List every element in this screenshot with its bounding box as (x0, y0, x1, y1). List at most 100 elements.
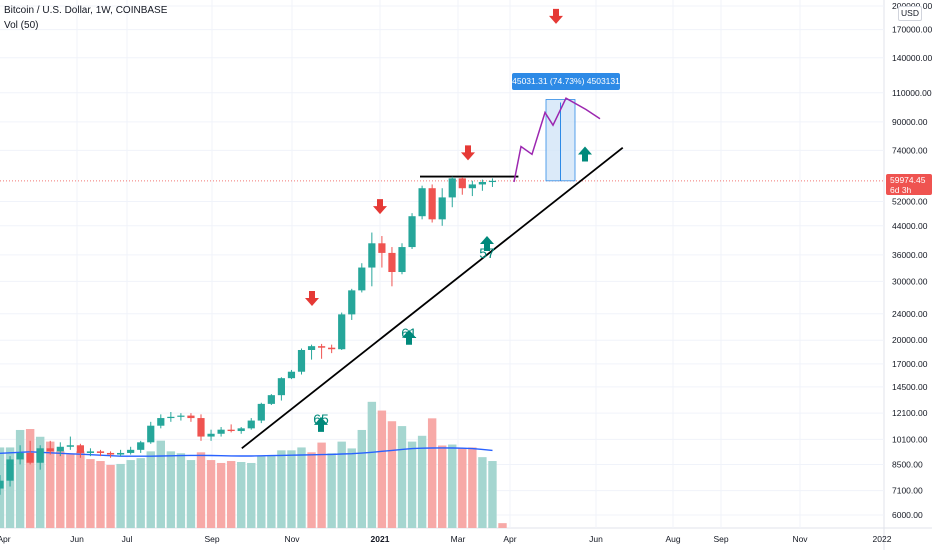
volume-bar (196, 452, 206, 528)
price-tick-label: 140000.00 (892, 53, 932, 63)
time-tick-label: 2021 (371, 534, 390, 544)
currency-button[interactable]: USD (898, 6, 922, 21)
time-tick-label: Sep (204, 534, 219, 544)
volume-bar (116, 463, 125, 528)
volume-bar (86, 459, 95, 528)
volume-bar (126, 460, 135, 528)
time-tick-label: Aug (665, 534, 680, 544)
candle-body (76, 445, 84, 453)
volume-bar (76, 451, 85, 528)
volume-bar (297, 447, 306, 528)
candle-body (96, 451, 105, 453)
volume-indicator-label[interactable]: Vol (50) (4, 20, 39, 31)
price-tick-label: 10100.00 (892, 434, 928, 444)
volume-bar (56, 451, 65, 528)
projection-path[interactable] (513, 97, 601, 183)
candle-body (147, 425, 155, 443)
volume-bar (15, 429, 25, 528)
candle-body (428, 188, 436, 220)
candle-body (287, 371, 296, 379)
chart-title: Bitcoin / U.S. Dollar, 1W, COINBASE (4, 5, 168, 16)
candle-body (488, 180, 497, 183)
last-price-value: 59974.45 (890, 175, 926, 185)
volume-bar (166, 451, 176, 528)
candle-body (468, 184, 476, 189)
volume-bar (257, 456, 266, 528)
time-tick-label: Sep (713, 534, 728, 544)
candle-body (6, 459, 14, 481)
volume-bar (317, 442, 326, 528)
time-tick-label: Mar (451, 534, 466, 544)
candle-body (16, 452, 24, 460)
volume-bar (36, 436, 45, 528)
drawings[interactable] (0, 146, 884, 449)
trend-line[interactable] (241, 146, 624, 449)
volume-bar (498, 523, 507, 528)
candle-body (247, 420, 255, 429)
time-tick-label: Jul (122, 534, 133, 544)
candle-body (66, 445, 74, 447)
price-tick-label: 90000.00 (892, 117, 928, 127)
price-tick-label: 52000.00 (892, 197, 928, 207)
price-tick-label: 24000.00 (892, 309, 928, 319)
countdown: 6d 3h (890, 185, 912, 195)
volume-bar (66, 454, 75, 528)
volume-bar (387, 421, 397, 528)
measure-tool[interactable] (545, 99, 576, 182)
candle-body (478, 181, 486, 185)
down-arrow-icon[interactable] (461, 145, 475, 161)
up-arrow-icon[interactable] (314, 416, 328, 432)
volume-bar (407, 441, 417, 528)
candle-body (338, 314, 346, 350)
volume-ma (0, 447, 493, 457)
time-axis[interactable]: Apr Jun Jul Sep Nov 2021 Mar Apr Jun Aug Sep Nov 202… (0, 534, 892, 544)
volume-bar (478, 457, 487, 528)
volume-bar (237, 462, 246, 528)
down-arrow-icon[interactable] (305, 290, 319, 306)
arrow-count-label: 57 (479, 245, 495, 261)
volume-bar (136, 458, 145, 528)
price-tick-label: 44000.00 (892, 221, 928, 231)
candle-body (0, 480, 4, 489)
candle-body (177, 415, 185, 417)
candle-body (257, 403, 265, 421)
up-arrow-icon[interactable] (480, 236, 494, 252)
candle-body (167, 416, 175, 419)
volume-bar (5, 447, 15, 528)
volume-bar (458, 448, 467, 528)
up-arrow-shape (578, 146, 592, 162)
candle-body (86, 451, 95, 453)
down-arrow-icon[interactable] (373, 199, 387, 215)
price-tick-label: 6000.00 (892, 510, 923, 520)
up-arrow-icon[interactable] (402, 329, 416, 345)
volume-bar (397, 426, 407, 528)
candle-body (106, 452, 115, 455)
candle-body (458, 178, 466, 189)
volume-bar (347, 448, 356, 528)
candle-body (448, 178, 456, 198)
down-arrow-shape (305, 290, 319, 306)
down-arrow-shape (549, 8, 563, 24)
price-axis[interactable]: 6000.00 7100.00 8500.00 10100.00 12100.00 145… (892, 1, 932, 520)
down-arrow-icon[interactable] (549, 8, 563, 24)
volume-bar (146, 451, 155, 528)
projection-line[interactable] (513, 97, 601, 183)
volume-ma-line (0, 447, 493, 457)
price-tick-label: 30000.00 (892, 276, 928, 286)
arrows[interactable]: 65 61 57 (305, 8, 592, 432)
volume-bar (277, 450, 286, 528)
price-tick-label: 14500.00 (892, 382, 928, 392)
time-tick-label: 2022 (873, 534, 892, 544)
candle-body (56, 446, 64, 452)
price-tick-label: 110000.00 (892, 88, 932, 98)
candle-body (137, 442, 145, 450)
up-arrow-shape (402, 329, 416, 345)
candle-body (36, 448, 44, 463)
candle-body (318, 346, 326, 348)
volume-bar (377, 410, 387, 528)
up-arrow-icon[interactable] (578, 146, 592, 162)
price-tick-label: 20000.00 (892, 335, 928, 345)
volume-bar (357, 429, 366, 528)
volume-bar (25, 429, 35, 528)
